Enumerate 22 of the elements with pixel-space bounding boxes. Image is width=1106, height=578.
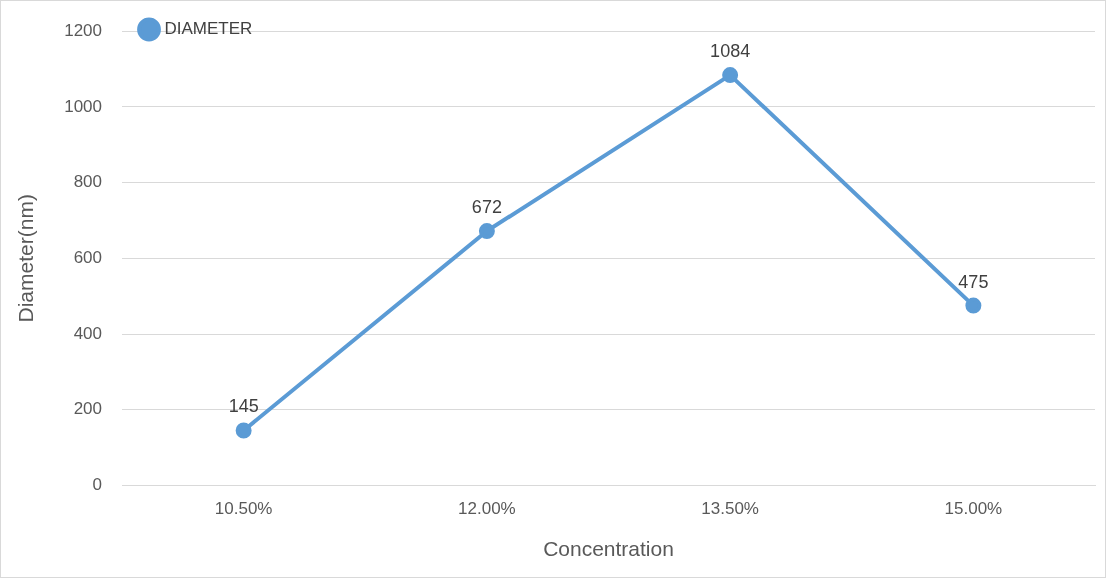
- legend-label: DIAMETER: [164, 19, 253, 39]
- point: [478, 223, 495, 240]
- x-tick-label: 10.50%: [214, 499, 273, 519]
- y-axis-title: Diameter(nm): [14, 194, 38, 323]
- data-label: 672: [471, 197, 502, 218]
- x-tick-label: 13.50%: [701, 499, 759, 519]
- y-tick-label: 1200: [64, 20, 103, 40]
- y-tick-label: 200: [73, 399, 103, 419]
- y-tick-label: 1000: [64, 96, 103, 116]
- point: [235, 422, 252, 439]
- data-label: 145: [228, 396, 259, 417]
- y-tick-label: 0: [92, 475, 103, 495]
- y-tick-label: 600: [73, 247, 103, 267]
- point: [965, 297, 982, 314]
- y-tick-label: 400: [73, 323, 103, 343]
- point: [722, 67, 739, 84]
- x-axis-title: Concentration: [543, 537, 674, 561]
- x-tick-label: 12.00%: [458, 499, 516, 519]
- y-tick-label: 800: [73, 172, 103, 192]
- x-tick-label: 15.00%: [944, 499, 1003, 519]
- data-label: 1084: [710, 41, 751, 62]
- data-label: 475: [958, 271, 989, 292]
